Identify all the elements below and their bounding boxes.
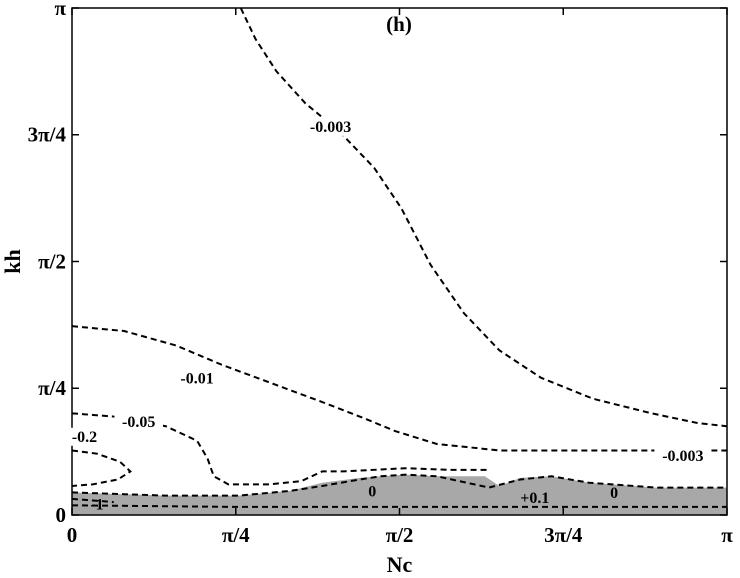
x-tick-label: 3π/4 — [544, 523, 583, 547]
contour-line — [71, 325, 727, 452]
contour-label-bg — [654, 447, 712, 466]
contour-label-bg — [302, 117, 360, 136]
y-tick-label: π/2 — [38, 249, 66, 273]
contour-label: +0.1 — [520, 490, 549, 507]
plot-frame — [71, 7, 728, 516]
contour-label: -0.2 — [72, 429, 97, 446]
contour-label: -0.05 — [122, 414, 155, 431]
contour-line — [71, 473, 727, 497]
x-axis-title: Nc — [387, 552, 413, 577]
axis-ticks-layer: 0 π/4 π/2 3π/4 π 0 π/4 π/2 3π/4 π — [28, 0, 734, 547]
contour-lines-layer — [71, 7, 727, 508]
contour-line — [71, 449, 133, 487]
y-tick-label: 3π/4 — [28, 123, 67, 147]
contour-line — [71, 504, 727, 508]
shaded-region-layer — [72, 474, 727, 515]
x-tick-label: 0 — [67, 523, 78, 547]
contour-label-bg — [172, 369, 222, 388]
y-axis-title: kh — [0, 249, 25, 273]
contour-label: 0 — [368, 484, 376, 501]
contour-label-bg — [64, 427, 105, 446]
y-tick-label: π/4 — [38, 376, 66, 400]
contour-label: 0 — [610, 485, 618, 502]
contour-line — [71, 497, 114, 504]
panel-label: (h) — [386, 12, 412, 36]
x-tick-label: π/2 — [386, 523, 414, 547]
contour-line — [71, 412, 489, 486]
contour-label: -0.003 — [310, 119, 351, 136]
contour-line — [239, 7, 727, 428]
contour-label: -1 — [90, 497, 103, 514]
contour-labels-layer: -0.003 -0.01 -0.05 -0.2 -0.003 0 +0.1 0 -1 — [64, 117, 712, 514]
contour-label: -0.003 — [662, 448, 703, 465]
contour-label: -0.01 — [180, 371, 213, 388]
contour-label-bg — [114, 413, 163, 432]
y-tick-label: 0 — [56, 503, 67, 527]
shaded-region — [72, 474, 727, 515]
x-tick-label: π/4 — [222, 523, 250, 547]
x-tick-label: π — [721, 523, 733, 547]
y-tick-label: π — [54, 0, 66, 20]
